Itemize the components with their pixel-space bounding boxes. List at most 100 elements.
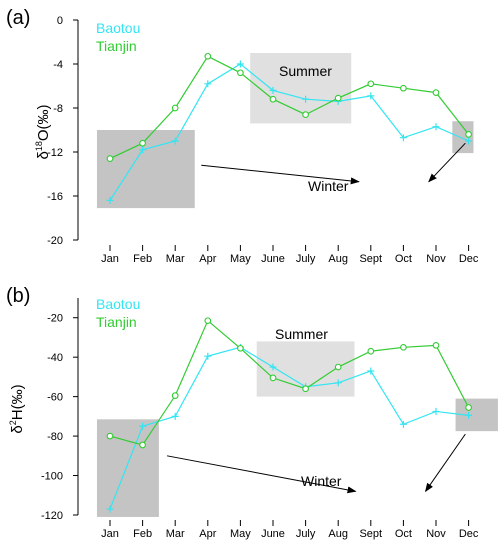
panel-b-winter-arrows xyxy=(166,433,466,494)
panel-b-x-tick-label: July xyxy=(296,528,316,540)
panel-a-winter-arrow-right xyxy=(428,142,466,183)
panel-b-tianjin-point xyxy=(367,347,375,355)
panel-b-x-tick-label: Jan xyxy=(101,528,119,540)
panel-a-baotou-point xyxy=(432,123,440,131)
panel-a-ylabel-rest: O(‰) xyxy=(35,104,52,141)
panel-a-tianjin-point xyxy=(432,89,440,96)
panel-a-y-axis-label: δ18O(‰) xyxy=(34,104,52,159)
panel-b-baotou-point xyxy=(269,363,277,371)
panel-a-winter-label: Winter xyxy=(308,178,349,194)
panel-a-y-tick-label: -16 xyxy=(47,191,63,203)
panel-a-winter-box-right xyxy=(452,121,474,154)
panel-a-summer-label: Summer xyxy=(279,63,332,79)
panel-b-x-tick-label: Oct xyxy=(395,528,412,540)
panel-b-tianjin-point xyxy=(400,343,407,351)
panel-a-tianjin-point xyxy=(334,94,342,102)
panel-b-tianjin-point xyxy=(334,363,342,371)
panel-b-tianjin-point xyxy=(106,432,114,440)
panel-b-tianjin-point xyxy=(432,341,440,349)
panel-a-x-tick-label: Feb xyxy=(133,253,152,265)
panel-b-tianjin-point xyxy=(237,344,244,352)
panel-b-baotou-point xyxy=(204,352,212,360)
panel-b-y-axis-label: δ2H(‰) xyxy=(8,384,26,433)
panel-b-baotou-point xyxy=(432,407,440,415)
panel-b-y-tick-label: -40 xyxy=(47,352,63,364)
panel-b-ylabel-sup: 2 xyxy=(8,420,18,425)
panel-a-x-tick-label: July xyxy=(296,253,316,265)
panel-b-winter-arrow-left xyxy=(166,455,357,494)
panel-b-baotou-point xyxy=(399,420,407,428)
panel-b-tianjin-point xyxy=(171,392,179,400)
panel-b-x-tick-label: Mar xyxy=(166,528,185,540)
panel-a-tianjin-line xyxy=(109,55,470,160)
panel-a-x-tick-label: Oct xyxy=(395,253,412,265)
panel-a-tianjin-point xyxy=(367,80,375,88)
panel-b-axes: -20 -40 -60 -80 -100 -120 Jan Feb Mar Apr May June J… xyxy=(41,298,479,540)
panel-a-x-tick-label: June xyxy=(261,253,285,265)
panel-a-x-tick-label: Aug xyxy=(328,253,348,265)
panel-a-y-tick-label: -4 xyxy=(53,59,63,71)
panel-b-label: (b) xyxy=(6,285,30,307)
panel-a-x-tick-label: May xyxy=(230,253,251,265)
panel-a-tianjin-point xyxy=(171,104,179,112)
panel-b-ylabel-delta: δ xyxy=(9,425,26,433)
panel-a-tianjin-point xyxy=(139,139,146,147)
panel-a-axes: 0 -4 -8 -12 -16 -20 Jan Feb Mar Apr May June July Aug… xyxy=(47,15,479,265)
panel-b-x-tick-label: Aug xyxy=(328,528,348,540)
panel-b-series xyxy=(106,317,473,513)
panel-a-baotou-point xyxy=(106,196,114,204)
panel-a-y-tick-label: 0 xyxy=(57,15,63,27)
panel-a-baotou-point xyxy=(367,92,375,100)
panel-a-x-tick-label: Jan xyxy=(101,253,119,265)
panel-a-winter-arrow-left xyxy=(201,164,360,185)
panel-a-tianjin-point xyxy=(302,111,309,118)
panel-a-ylabel-delta: δ xyxy=(35,151,52,159)
panel-b-x-tick-label: June xyxy=(261,528,285,540)
panel-a-tianjin-point xyxy=(269,95,277,103)
panel-b-baotou-point xyxy=(465,411,473,419)
panel-a-tianjin-point xyxy=(106,155,114,162)
panel-b-winter-label: Winter xyxy=(301,473,342,489)
panel-b-baotou-point xyxy=(106,505,114,513)
panel-b-baotou-point xyxy=(334,379,342,387)
panel-a-baotou-point xyxy=(204,80,212,88)
panel-b-tianjin-point xyxy=(302,385,309,393)
panel-b-baotou-point xyxy=(139,422,147,430)
panel-b-winter-arrow-right xyxy=(424,433,466,493)
panel-b-x-tick-label: Apr xyxy=(199,528,216,540)
panel-a-x-tick-label: Dec xyxy=(459,253,479,265)
panel-b-tianjin-point xyxy=(269,374,277,382)
panel-a-y-tick-label: -20 xyxy=(47,235,63,247)
panel-a-baotou-point xyxy=(171,137,179,145)
panel-a-winter-box-left xyxy=(96,130,195,209)
panel-b-y-tick-label: -60 xyxy=(47,392,63,404)
panel-a-x-tick-label: Nov xyxy=(426,253,446,265)
panel-a-x-tick-label: Apr xyxy=(199,253,216,265)
panel-a-legend-tianjin: Tianjin xyxy=(96,38,137,54)
panel-a-legend-baotou: Baotou xyxy=(96,20,140,36)
panel-a-delta18o-chart: 0 -4 -8 -12 -16 -20 Jan Feb Mar Apr May June July Aug… xyxy=(6,7,479,265)
panel-b-x-tick-label: Sept xyxy=(359,528,382,540)
panel-b-baotou-point xyxy=(171,412,179,420)
panel-b-ylabel-rest: H(‰) xyxy=(9,384,26,420)
panel-a-x-tick-label: Mar xyxy=(166,253,185,265)
panel-b-y-tick-label: -100 xyxy=(41,471,63,483)
panel-b-y-tick-label: -20 xyxy=(47,313,63,325)
panel-b-delta2h-chart: -20 -40 -60 -80 -100 -120 Jan Feb Mar Apr May June J… xyxy=(6,285,498,540)
panel-a-y-tick-label: -8 xyxy=(53,103,63,115)
panel-a-tianjin-point xyxy=(204,52,212,60)
panel-b-tianjin-point xyxy=(204,317,212,325)
panel-b-summer-label: Summer xyxy=(275,326,328,342)
panel-b-tianjin-point xyxy=(465,404,472,411)
panel-b-legend-tianjin: Tianjin xyxy=(96,314,137,330)
panel-a-baotou-point xyxy=(465,137,473,145)
panel-a-y-tick-label: -12 xyxy=(47,147,63,159)
panel-b-x-tick-label: Dec xyxy=(459,528,479,540)
panel-b-x-tick-label: May xyxy=(230,528,251,540)
panel-a-baotou-point xyxy=(236,60,244,68)
panel-b-legend-baotou: Baotou xyxy=(96,296,140,312)
panel-a-baotou-point xyxy=(399,134,407,142)
panel-b-tianjin-point xyxy=(139,441,146,449)
panel-a-series xyxy=(106,52,473,204)
panel-a-ylabel-sup: 18 xyxy=(34,141,44,151)
